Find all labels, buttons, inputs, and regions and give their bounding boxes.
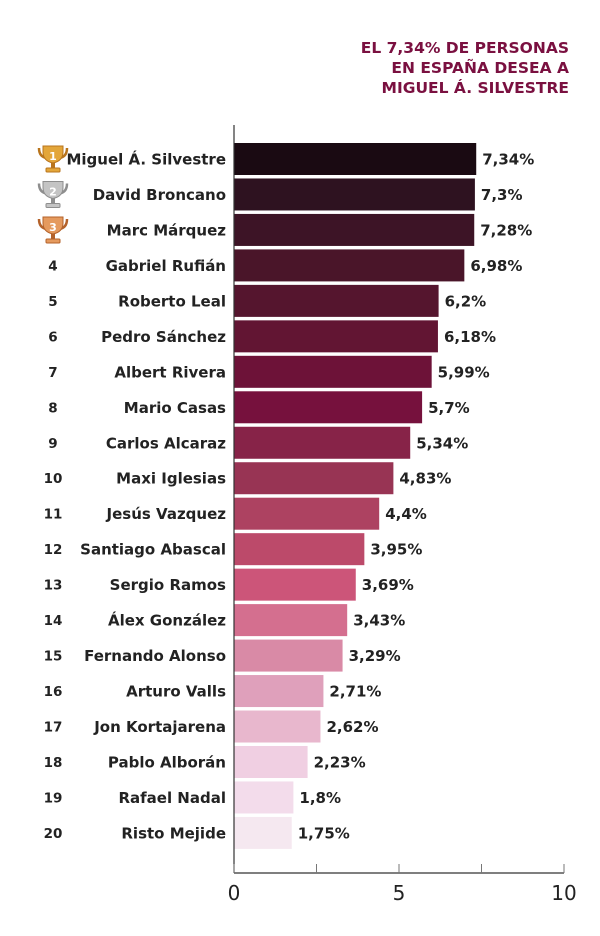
bar (234, 391, 423, 424)
category-label: Albert Rivera (114, 363, 226, 381)
value-label: 3,95% (370, 541, 422, 559)
category-label: Sergio Ramos (110, 576, 226, 594)
bar (234, 745, 308, 778)
value-label: 5,99% (438, 363, 490, 381)
svg-text:1: 1 (49, 150, 57, 163)
category-label: Pablo Alborán (108, 753, 226, 771)
rank-label: 5 (48, 294, 57, 310)
rank-label: 20 (44, 826, 63, 842)
rank-label: 6 (48, 329, 57, 345)
bar (234, 143, 477, 175)
x-tick-label: 5 (393, 881, 406, 905)
value-label: 6,2% (445, 292, 487, 310)
title-line: EN ESPAÑA DESEA A (391, 59, 569, 77)
title-line: EL 7,34% DE PERSONAS (360, 39, 569, 57)
category-label: Álex González (108, 611, 226, 630)
value-label: 3,43% (353, 612, 405, 630)
bar (234, 816, 292, 849)
value-label: 4,83% (399, 470, 451, 488)
svg-text:2: 2 (49, 185, 57, 198)
value-label: 2,23% (314, 753, 366, 771)
rank-label: 19 (44, 790, 63, 806)
category-label: Jesús Vazquez (106, 505, 227, 523)
trophy-icon: 2 (37, 180, 69, 208)
rank-label: 13 (44, 578, 63, 594)
trophy-icon: 3 (37, 216, 69, 244)
bar (234, 781, 294, 814)
rank-label: 10 (44, 471, 63, 487)
bar (234, 533, 365, 566)
category-label: Jon Kortajarena (93, 718, 226, 736)
value-label: 7,3% (481, 186, 523, 204)
bar (234, 178, 475, 211)
value-label: 5,7% (428, 399, 470, 417)
bar (234, 355, 432, 388)
category-label: Miguel Á. Silvestre (66, 150, 226, 169)
title-line: MIGUEL Á. SILVESTRE (381, 79, 569, 97)
rank-label: 15 (44, 649, 63, 665)
rank-label: 4 (48, 258, 57, 274)
bar (234, 426, 411, 459)
value-label: 1,75% (298, 824, 350, 842)
category-label: Maxi Iglesias (116, 470, 226, 488)
x-tick-label: 0 (228, 881, 241, 905)
category-label: Santiago Abascal (80, 541, 226, 559)
svg-text:3: 3 (49, 221, 57, 234)
rank-label: 8 (48, 400, 57, 416)
rank-label: 7 (48, 365, 57, 381)
rank-label: 17 (44, 720, 63, 736)
value-label: 5,34% (416, 434, 468, 452)
bar (234, 639, 343, 672)
category-label: Pedro Sánchez (101, 328, 226, 346)
category-label: Mario Casas (124, 399, 226, 417)
rank-label: 11 (44, 507, 63, 523)
bar (234, 213, 475, 246)
value-label: 4,4% (385, 505, 427, 523)
bar (234, 284, 439, 317)
value-label: 2,71% (329, 683, 381, 701)
bar (234, 497, 380, 530)
category-label: Roberto Leal (118, 292, 226, 310)
bar (234, 604, 348, 637)
trophy-icon: 1 (37, 145, 69, 173)
bar (234, 675, 324, 708)
chart-title: EL 7,34% DE PERSONAS EN ESPAÑA DESEA A M… (361, 38, 569, 98)
value-label: 2,62% (326, 718, 378, 736)
value-label: 3,69% (362, 576, 414, 594)
category-label: Fernando Alonso (84, 647, 226, 665)
category-label: Arturo Valls (126, 683, 226, 701)
category-label: Rafael Nadal (118, 789, 226, 807)
value-label: 1,8% (299, 789, 341, 807)
bar (234, 249, 465, 282)
category-label: Risto Mejide (121, 824, 226, 842)
rank-label: 16 (44, 684, 63, 700)
value-label: 6,98% (470, 257, 522, 275)
category-label: Gabriel Rufián (106, 257, 226, 275)
category-label: Marc Márquez (107, 221, 227, 239)
rank-label: 18 (44, 755, 63, 771)
category-label: Carlos Alcaraz (106, 434, 226, 452)
bar (234, 710, 321, 743)
bar (234, 462, 394, 495)
rank-label: 14 (44, 613, 63, 629)
rank-label: 9 (48, 436, 57, 452)
value-label: 7,28% (480, 221, 532, 239)
category-label: David Broncano (93, 186, 226, 204)
rank-label: 12 (44, 542, 63, 558)
value-label: 3,29% (349, 647, 401, 665)
bar (234, 568, 356, 601)
x-tick-label: 10 (551, 881, 576, 905)
value-label: 6,18% (444, 328, 496, 346)
value-label: 7,34% (482, 151, 534, 169)
bar (234, 320, 438, 353)
